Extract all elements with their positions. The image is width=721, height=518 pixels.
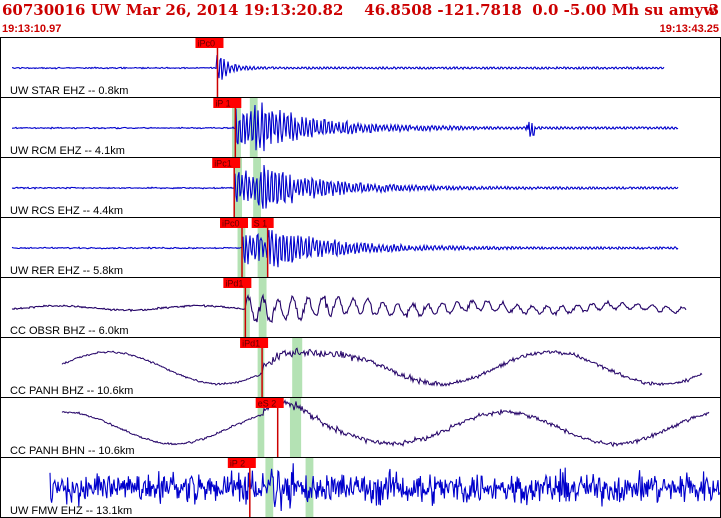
waveform-trace — [61, 347, 703, 387]
analysis-window — [292, 337, 303, 397]
channel-panel[interactable]: iPc0 UW STAR EHZ -- 0.8km — [0, 37, 721, 98]
pick-label-box[interactable] — [212, 158, 241, 168]
pick-label: eS 2 — [258, 399, 277, 409]
analysis-window — [257, 337, 265, 397]
waveform-trace — [12, 102, 679, 152]
analysis-window — [265, 457, 274, 517]
pick-label: S 1 — [254, 219, 268, 229]
station-label: UW FMW EHZ -- 13.1km — [10, 505, 132, 517]
waveform-trace — [11, 230, 679, 268]
start-time-label: 19:13:10.97 — [2, 23, 62, 35]
pick-label-box[interactable] — [255, 398, 284, 408]
waveform-trace — [61, 398, 710, 448]
end-time-label: 19:13:43.25 — [659, 23, 719, 35]
pick-label: iP 1 — [215, 99, 230, 109]
analysis-window — [258, 277, 267, 337]
channel-panel[interactable]: iPd1 CC PANH BHZ -- 10.6km — [0, 337, 721, 398]
pick-label-box[interactable] — [213, 98, 242, 108]
channel-panel[interactable]: iPc1 UW RCS EHZ -- 4.4km — [0, 157, 721, 218]
analysis-window — [289, 397, 302, 457]
analysis-window — [305, 457, 314, 517]
pick-label: iPd1 — [242, 339, 260, 349]
channel-panel[interactable]: eS 2 CC PANH BHN -- 10.6km — [0, 397, 721, 458]
event-title: 60730016 UW Mar 26, 2014 19:13:20.82 46.… — [2, 1, 721, 19]
pick-label-box[interactable] — [220, 218, 249, 228]
station-label: CC PANH BHZ -- 10.6km — [10, 385, 133, 397]
station-label: UW STAR EHZ -- 0.8km — [10, 85, 128, 97]
station-label: UW RCM EHZ -- 4.1km — [10, 145, 125, 157]
waveform-trace — [11, 164, 679, 209]
analysis-window — [257, 397, 265, 457]
channel-panel[interactable]: iP 1 UW RCM EHZ -- 4.1km — [0, 97, 721, 158]
pick-label: iPc1 — [214, 159, 232, 169]
station-label: CC OBSR BHZ -- 6.0km — [10, 325, 129, 337]
station-label: CC PANH BHN -- 10.6km — [10, 445, 134, 457]
analysis-window — [243, 277, 250, 337]
page-number: 3 — [708, 1, 719, 19]
pick-label: iPc0 — [197, 39, 215, 49]
channel-panel[interactable]: iPd1 CC OBSR BHZ -- 6.0km — [0, 277, 721, 338]
waveform-trace — [49, 463, 721, 512]
station-label: UW RER EHZ -- 5.8km — [10, 265, 123, 277]
channel-panel[interactable]: iPc0 S 1 UW RER EHZ -- 5.8km — [0, 217, 721, 278]
station-label: UW RCS EHZ -- 4.4km — [10, 205, 123, 217]
pick-label-box[interactable] — [251, 218, 274, 228]
waveform-trace — [12, 55, 665, 80]
pick-label-box[interactable] — [223, 278, 252, 288]
pick-label: iPd1 — [225, 279, 243, 289]
waveform-trace — [11, 293, 687, 324]
channel-panel[interactable]: iP 2 UW FMW EHZ -- 13.1km — [0, 457, 721, 518]
pick-label: iP 2 — [230, 459, 245, 469]
pick-label-box[interactable] — [240, 338, 269, 348]
pick-label-box[interactable] — [227, 458, 256, 468]
pick-label: iPc0 — [222, 219, 240, 229]
pick-label-box[interactable] — [195, 38, 224, 48]
